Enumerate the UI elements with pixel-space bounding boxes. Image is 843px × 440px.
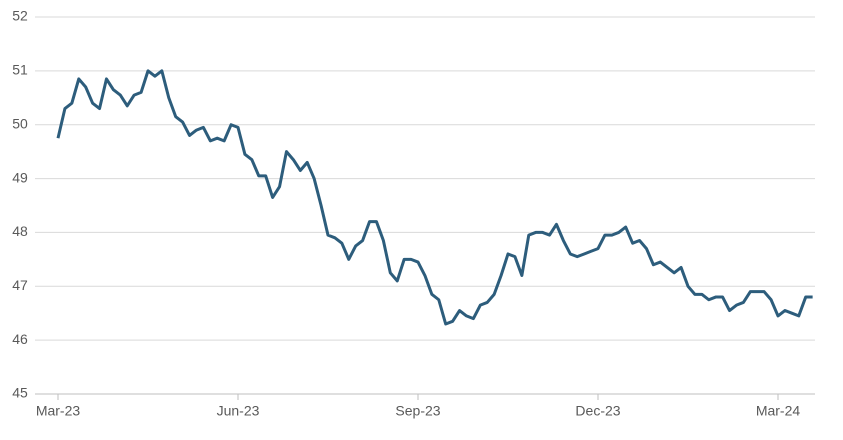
y-tick-label: 47	[12, 277, 28, 293]
y-tick-label: 49	[12, 169, 28, 185]
y-tick-label: 51	[12, 62, 28, 78]
y-tick-label: 50	[12, 115, 28, 131]
x-tick-label: Jun-23	[217, 403, 260, 419]
x-tick-label: Dec-23	[575, 403, 620, 419]
x-tick-label: Mar-24	[756, 403, 801, 419]
y-tick-label: 48	[12, 223, 28, 239]
y-tick-label: 45	[12, 385, 28, 401]
line	[56, 69, 813, 326]
x-tick-label: Mar-23	[36, 403, 81, 419]
x-tick-label: Sep-23	[395, 403, 440, 419]
y-tick-label: 52	[12, 8, 28, 24]
y-tick-label: 46	[12, 331, 28, 347]
